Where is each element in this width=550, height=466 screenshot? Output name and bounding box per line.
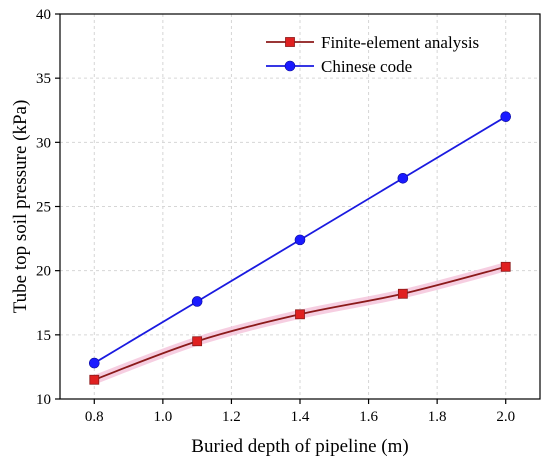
data-point: [500, 111, 512, 122]
legend-item: Finite-element analysis: [266, 33, 479, 52]
data-point: [500, 261, 511, 272]
data-point: [295, 309, 305, 320]
y-tick-label: 10: [36, 392, 51, 408]
data-point: [88, 357, 100, 369]
x-tick-label: 0.8: [85, 409, 104, 425]
legend-marker: [284, 60, 296, 72]
y-tick-label: 20: [36, 264, 51, 280]
data-point: [397, 288, 408, 299]
y-tick-label: 35: [36, 71, 51, 87]
x-tick-label: 1.8: [428, 409, 447, 425]
x-tick-label: 1.4: [291, 409, 310, 425]
y-tick-label: 40: [36, 7, 51, 23]
data-point: [192, 336, 203, 347]
series-layer: [88, 111, 512, 385]
data-point: [294, 234, 306, 246]
legend-label: Chinese code: [321, 57, 412, 76]
legend-item: Chinese code: [266, 57, 412, 76]
legend-marker: [285, 37, 295, 47]
data-point: [191, 296, 203, 307]
data-point: [397, 172, 409, 184]
legend-label: Finite-element analysis: [321, 33, 479, 52]
data-point: [89, 374, 100, 385]
y-tick-label: 15: [36, 328, 51, 344]
axes: 0.8 1.0 1.2 1.4 1.6 1.8 2.0 10 15 20 25 30 35 40: [36, 7, 515, 425]
y-tick-label: 25: [36, 200, 51, 216]
legend: Finite-element analysis Chinese code: [266, 33, 479, 76]
series-chinese-code: [88, 111, 512, 369]
y-axis-label: Tube top soil pressure (kPa): [10, 100, 31, 314]
x-tick-label: 1.6: [359, 409, 378, 425]
x-tick-label: 2.0: [496, 409, 515, 425]
x-tick-label: 1.2: [222, 409, 241, 425]
y-tick-label: 30: [36, 135, 51, 151]
x-tick-label: 1.0: [153, 409, 172, 425]
series-finite-element-analysis: [89, 261, 511, 385]
x-axis-label: Buried depth of pipeline (m): [191, 436, 408, 457]
